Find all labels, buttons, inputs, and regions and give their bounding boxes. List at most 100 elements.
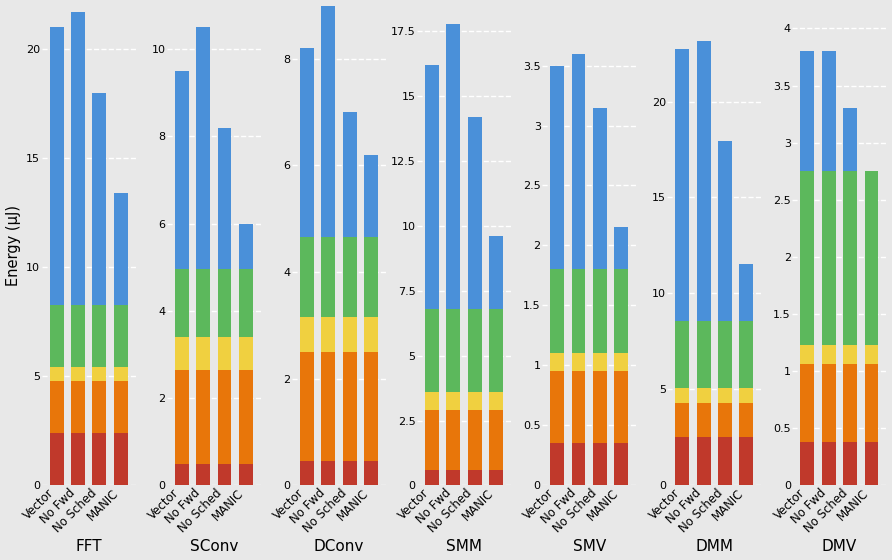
Bar bbox=[489, 309, 503, 392]
Bar bbox=[697, 437, 711, 486]
Bar bbox=[615, 227, 628, 269]
Bar bbox=[572, 54, 585, 269]
X-axis label: FFT: FFT bbox=[75, 539, 102, 554]
Bar bbox=[364, 155, 378, 237]
Bar bbox=[697, 41, 711, 321]
Bar bbox=[593, 371, 607, 444]
Bar bbox=[572, 444, 585, 486]
X-axis label: DMV: DMV bbox=[822, 539, 857, 554]
Bar bbox=[467, 470, 482, 486]
Bar bbox=[739, 389, 754, 403]
Bar bbox=[196, 269, 210, 337]
Bar bbox=[800, 345, 814, 364]
Bar bbox=[718, 321, 732, 389]
Bar bbox=[321, 237, 335, 318]
Bar bbox=[239, 337, 252, 370]
Bar bbox=[364, 318, 378, 352]
Bar bbox=[446, 24, 460, 309]
Bar bbox=[446, 410, 460, 470]
Bar bbox=[50, 381, 63, 433]
Bar bbox=[114, 433, 128, 486]
Bar bbox=[489, 236, 503, 309]
Bar bbox=[572, 269, 585, 353]
Bar bbox=[93, 366, 106, 381]
Bar bbox=[550, 269, 564, 353]
Bar bbox=[718, 141, 732, 321]
Bar bbox=[50, 366, 63, 381]
Bar bbox=[843, 171, 857, 345]
Bar bbox=[364, 461, 378, 486]
Bar bbox=[739, 264, 754, 321]
Bar bbox=[467, 309, 482, 392]
Bar bbox=[864, 442, 879, 486]
Bar bbox=[300, 48, 314, 237]
Bar bbox=[300, 352, 314, 461]
Bar bbox=[739, 403, 754, 437]
Bar bbox=[425, 410, 439, 470]
Bar bbox=[114, 366, 128, 381]
Bar bbox=[218, 464, 231, 486]
Bar bbox=[196, 27, 210, 269]
Bar bbox=[800, 364, 814, 442]
Bar bbox=[615, 444, 628, 486]
Bar bbox=[218, 269, 231, 337]
Bar bbox=[71, 433, 85, 486]
Bar bbox=[93, 381, 106, 433]
Bar bbox=[446, 470, 460, 486]
Bar bbox=[239, 464, 252, 486]
Bar bbox=[71, 305, 85, 366]
Bar bbox=[300, 461, 314, 486]
Bar bbox=[321, 318, 335, 352]
Bar bbox=[343, 318, 357, 352]
Bar bbox=[675, 49, 690, 321]
Bar bbox=[114, 193, 128, 305]
Bar bbox=[822, 345, 836, 364]
Bar bbox=[489, 392, 503, 410]
Bar bbox=[718, 389, 732, 403]
Bar bbox=[550, 444, 564, 486]
Bar bbox=[425, 392, 439, 410]
Bar bbox=[718, 403, 732, 437]
Bar bbox=[822, 442, 836, 486]
Bar bbox=[71, 366, 85, 381]
Bar bbox=[675, 389, 690, 403]
Bar bbox=[196, 337, 210, 370]
Bar bbox=[697, 403, 711, 437]
Bar bbox=[218, 370, 231, 464]
Bar bbox=[300, 237, 314, 318]
Bar bbox=[364, 352, 378, 461]
Bar bbox=[697, 321, 711, 389]
X-axis label: SConv: SConv bbox=[190, 539, 238, 554]
Bar bbox=[593, 269, 607, 353]
Bar bbox=[93, 93, 106, 305]
Bar bbox=[321, 461, 335, 486]
Bar bbox=[864, 345, 879, 364]
Bar bbox=[593, 444, 607, 486]
Bar bbox=[321, 352, 335, 461]
Bar bbox=[446, 309, 460, 392]
Bar bbox=[175, 71, 189, 269]
Bar bbox=[93, 305, 106, 366]
Bar bbox=[615, 269, 628, 353]
Bar bbox=[425, 309, 439, 392]
Bar bbox=[343, 461, 357, 486]
Bar bbox=[467, 392, 482, 410]
Bar bbox=[446, 392, 460, 410]
Bar bbox=[343, 112, 357, 237]
Bar bbox=[843, 442, 857, 486]
Bar bbox=[550, 371, 564, 444]
Bar bbox=[800, 171, 814, 345]
Bar bbox=[196, 370, 210, 464]
Bar bbox=[50, 305, 63, 366]
Bar bbox=[718, 437, 732, 486]
Bar bbox=[343, 352, 357, 461]
Bar bbox=[343, 237, 357, 318]
Bar bbox=[239, 269, 252, 337]
Bar bbox=[572, 353, 585, 371]
Bar bbox=[864, 364, 879, 442]
Y-axis label: Energy (μJ): Energy (μJ) bbox=[5, 205, 21, 286]
Bar bbox=[71, 12, 85, 305]
Bar bbox=[615, 353, 628, 371]
Bar bbox=[175, 370, 189, 464]
Bar bbox=[843, 109, 857, 171]
